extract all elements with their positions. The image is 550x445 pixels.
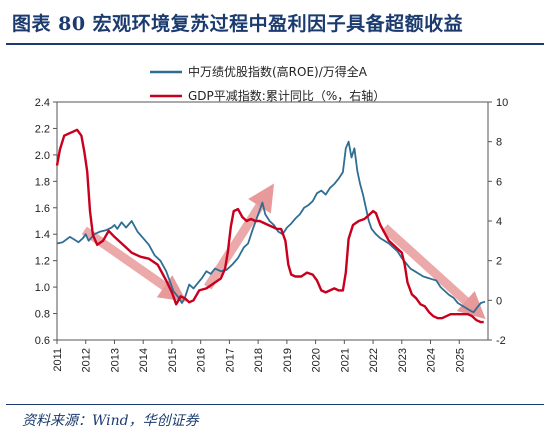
- series-line-gdp: [55, 128, 484, 324]
- x-tick-label: 2013: [109, 348, 121, 372]
- x-tick-label: 2019: [282, 348, 294, 372]
- legend-label-index: 中万绩优股指数(高ROE)/万得全A: [188, 64, 368, 79]
- source-rule: [6, 404, 544, 405]
- y-left-tick-label: 2.4: [35, 97, 50, 109]
- y-left-tick-label: 0.6: [35, 335, 50, 347]
- y-left-tick-label: 1.0: [35, 282, 50, 294]
- x-tick-label: 2020: [311, 348, 323, 372]
- legend-label-gdp: GDP平减指数:累计同比（%，右轴）: [188, 88, 385, 103]
- trend-arrow: [81, 226, 187, 302]
- axes: 0.6 0.8 1.0 1.2 1.4 1.6 1.8 2.0 2.2 2.4 -2 0 2 4 6 8 10 2…: [35, 97, 509, 372]
- x-tick-label: 2015: [167, 348, 179, 372]
- y-right-tick-label: 0: [496, 295, 502, 307]
- plot-frame: [56, 101, 489, 341]
- trend-arrow: [204, 183, 275, 290]
- y-left-tick-label: 0.8: [35, 309, 50, 321]
- title-rule: [6, 43, 544, 45]
- y-left-tick-label: 1.2: [35, 256, 50, 268]
- trend-arrows: [81, 183, 486, 320]
- y-right-tick-label: 6: [496, 176, 502, 188]
- x-tick-label: 2012: [81, 348, 93, 372]
- y-left-tick-label: 2.2: [35, 123, 50, 135]
- y-left-tick-label: 1.4: [35, 229, 50, 241]
- figure-title: 图表 80 宏观环境复苏过程中盈利因子具备超额收益: [12, 13, 464, 35]
- title-bar: 图表 80 宏观环境复苏过程中盈利因子具备超额收益: [0, 0, 550, 45]
- y-left-tick-label: 2.0: [35, 150, 50, 162]
- series-lines: [55, 128, 486, 324]
- x-tick-label: 2016: [196, 348, 208, 372]
- chart: 中万绩优股指数(高ROE)/万得全A GDP平减指数:累计同比（%，右轴） 0.…: [35, 64, 509, 372]
- trend-arrow: [381, 224, 486, 320]
- x-tick-label: 2014: [138, 348, 150, 372]
- series-line-index: [56, 140, 486, 314]
- source-note: 资料来源：Wind，华创证券: [22, 413, 199, 429]
- x-tick-label: 2022: [368, 348, 380, 372]
- x-tick-label: 2025: [454, 348, 466, 372]
- x-tick-label: 2017: [224, 348, 236, 372]
- x-tick-label: 2021: [339, 348, 351, 372]
- y-right-tick-label: 2: [496, 256, 502, 268]
- x-tick-label: 2024: [426, 348, 438, 372]
- y-right-tick-label: 10: [496, 97, 508, 109]
- y-left-tick-label: 1.8: [35, 176, 50, 188]
- x-tick-label: 2023: [397, 348, 409, 372]
- y-right-tick-label: 8: [496, 137, 502, 149]
- x-tick-label: 2018: [253, 348, 265, 372]
- y-right-tick-label: 4: [496, 216, 502, 228]
- y-left-tick-label: 1.6: [35, 203, 50, 215]
- y-right-tick-label: -2: [496, 335, 506, 347]
- x-tick-label: 2011: [52, 348, 64, 372]
- legend: 中万绩优股指数(高ROE)/万得全A GDP平减指数:累计同比（%，右轴）: [150, 64, 385, 103]
